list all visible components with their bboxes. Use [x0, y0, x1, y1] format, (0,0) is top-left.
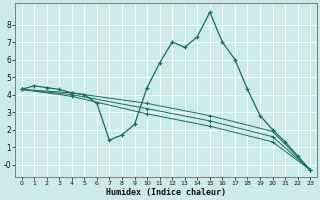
X-axis label: Humidex (Indice chaleur): Humidex (Indice chaleur)	[106, 188, 226, 197]
